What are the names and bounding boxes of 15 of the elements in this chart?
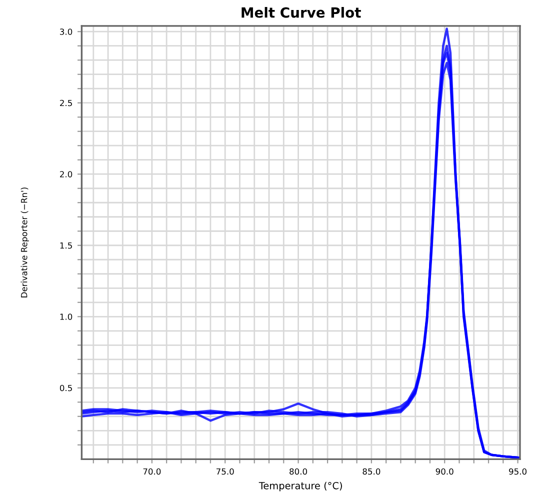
x-tick-label: 95.0	[509, 468, 527, 475]
x-tick-label: 70.0	[143, 468, 161, 475]
x-tick-label: 90.0	[436, 468, 454, 475]
chart-title: Melt Curve Plot	[242, 7, 361, 18]
x-tick-label: 85.0	[362, 468, 380, 475]
x-axis-title: Temperature (°C)	[258, 482, 342, 492]
y-axis-title: Derivative Reporter (−Rn')	[20, 188, 29, 298]
y-tick-label: 1.5	[60, 242, 72, 249]
x-tick-label: 80.0	[290, 468, 308, 475]
y-tick-label: 2.5	[60, 100, 72, 106]
x-tick-label: 75.0	[216, 468, 234, 475]
y-tick-label: 2.0	[60, 171, 72, 178]
y-tick-label: 3.0	[60, 28, 72, 35]
y-tick-label: 1.0	[60, 314, 72, 320]
y-tick-label: 0.5	[60, 384, 72, 392]
